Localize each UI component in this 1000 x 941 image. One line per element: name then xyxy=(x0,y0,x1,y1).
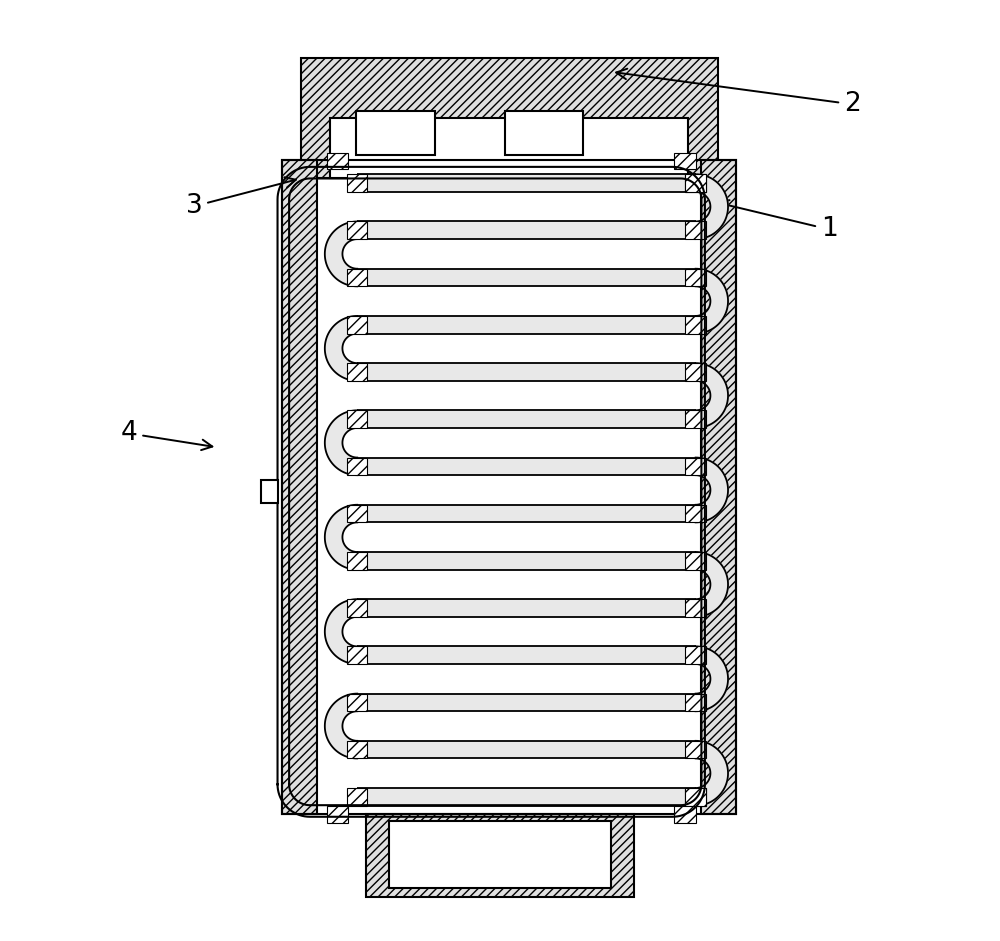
Bar xyxy=(685,457,706,475)
Bar xyxy=(327,806,348,822)
Bar xyxy=(347,363,367,381)
Bar xyxy=(347,174,367,192)
Bar xyxy=(347,599,367,616)
Bar xyxy=(357,646,696,664)
Bar xyxy=(347,221,367,239)
Polygon shape xyxy=(696,741,728,805)
Bar xyxy=(327,152,348,169)
Bar xyxy=(347,741,367,758)
Polygon shape xyxy=(696,174,728,239)
Polygon shape xyxy=(325,504,357,569)
Text: 1: 1 xyxy=(718,200,837,243)
Bar xyxy=(330,119,688,179)
Bar xyxy=(357,552,696,569)
Polygon shape xyxy=(696,552,728,616)
Polygon shape xyxy=(696,363,728,428)
Bar xyxy=(685,741,706,758)
Bar xyxy=(357,174,696,192)
Text: 3: 3 xyxy=(186,177,296,219)
Bar xyxy=(389,821,611,887)
Polygon shape xyxy=(325,316,357,381)
Bar xyxy=(685,316,706,333)
Bar xyxy=(357,316,696,333)
Bar xyxy=(685,788,706,805)
Bar xyxy=(366,814,634,897)
Bar xyxy=(685,410,706,428)
Bar xyxy=(261,480,278,503)
Bar xyxy=(674,152,696,169)
Bar xyxy=(347,504,367,522)
Bar xyxy=(357,599,696,616)
Polygon shape xyxy=(325,410,357,475)
Bar xyxy=(685,504,706,522)
Bar xyxy=(282,160,317,814)
Bar xyxy=(347,552,367,569)
Bar xyxy=(347,269,367,286)
Bar xyxy=(347,788,367,805)
Bar xyxy=(347,410,367,428)
Polygon shape xyxy=(696,457,728,522)
Bar xyxy=(685,599,706,616)
Text: 2: 2 xyxy=(616,69,861,118)
Bar xyxy=(282,160,736,814)
Bar xyxy=(347,646,367,664)
Polygon shape xyxy=(696,269,728,333)
Bar xyxy=(674,806,696,822)
Polygon shape xyxy=(325,599,357,664)
Bar xyxy=(357,363,696,381)
Bar xyxy=(505,111,583,155)
Bar xyxy=(347,316,367,333)
Polygon shape xyxy=(325,694,357,758)
Polygon shape xyxy=(325,221,357,286)
Bar xyxy=(357,741,696,758)
Bar xyxy=(701,160,736,814)
Bar xyxy=(685,221,706,239)
Bar xyxy=(347,457,367,475)
Bar xyxy=(357,410,696,428)
Bar xyxy=(685,363,706,381)
Bar xyxy=(317,160,701,814)
Bar xyxy=(685,646,706,664)
Bar xyxy=(685,174,706,192)
Bar xyxy=(357,269,696,286)
Bar xyxy=(356,111,435,155)
Text: 4: 4 xyxy=(121,421,212,450)
Bar xyxy=(685,269,706,286)
Bar xyxy=(301,58,718,179)
Bar xyxy=(357,221,696,239)
Bar xyxy=(357,788,696,805)
Bar xyxy=(685,552,706,569)
Bar xyxy=(357,694,696,711)
Bar xyxy=(685,788,706,805)
Bar xyxy=(357,457,696,475)
Bar xyxy=(685,694,706,711)
Bar xyxy=(347,694,367,711)
Bar xyxy=(357,504,696,522)
Polygon shape xyxy=(696,646,728,711)
Bar xyxy=(685,174,706,192)
